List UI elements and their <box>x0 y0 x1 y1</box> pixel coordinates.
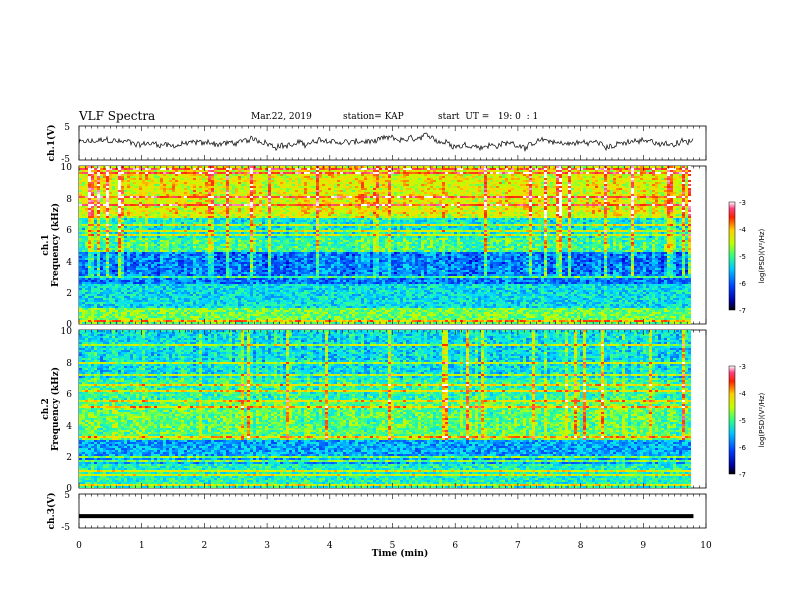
ch1-freq-tick-4: 4 <box>66 258 72 268</box>
ch3-ytick-top: 5 <box>64 491 70 501</box>
ch2-spectrogram-panel: 10 8 6 4 2 0 ch.2 Frequency (kHz) -3 -4 … <box>41 327 766 494</box>
ch1-cb-tick-minus3: -3 <box>739 199 746 207</box>
ch1-cb-tick-minus6: -6 <box>739 280 747 288</box>
time-tick-label-4: 4 <box>327 541 333 551</box>
ch2-spectrogram-image <box>79 330 691 488</box>
ch2-freq-tick-10: 10 <box>61 327 73 337</box>
ch1-cb-tick-minus5: -5 <box>739 253 746 261</box>
vlf-figure: 5 -5 ch.1(V) 10 8 6 4 2 0 ch.1 Frequency… <box>0 0 792 612</box>
ch1-waveform-ylabel: ch.1(V) <box>46 125 57 162</box>
time-tick-label-0: 0 <box>76 541 82 551</box>
ch2-cb-tick-minus5: -5 <box>739 417 746 425</box>
ch2-freq-tick-4: 4 <box>66 422 72 432</box>
ch1-freq-tick-6: 6 <box>66 226 72 236</box>
ch1-cb-tick-minus7: -7 <box>739 307 746 315</box>
ch1-frequency-label: Frequency (kHz) <box>50 203 61 287</box>
ch2-channel-label: ch.2 <box>41 398 51 419</box>
ch3-waveform-frame <box>79 494 706 528</box>
ch1-freq-tick-10: 10 <box>61 163 73 173</box>
ch2-cb-tick-minus6: -6 <box>739 444 747 452</box>
ch2-frequency-label: Frequency (kHz) <box>50 367 61 451</box>
time-axis-title: Time (min) <box>372 548 429 559</box>
time-tick-label-6: 6 <box>452 541 458 551</box>
time-tick-label-2: 2 <box>202 541 208 551</box>
ch1-channel-label: ch.1 <box>41 234 51 255</box>
time-tick-label-9: 9 <box>640 541 646 551</box>
ch2-cb-tick-minus4: -4 <box>739 390 747 398</box>
ch1-colorbar-label: log(PSD)(V²/Hz) <box>758 228 766 283</box>
ch1-spectrogram-image <box>79 166 691 324</box>
ch1-ytick-top: 5 <box>64 123 70 133</box>
ch2-colorbar <box>729 366 735 474</box>
ch1-freq-tick-8: 8 <box>66 195 72 205</box>
ch1-waveform-panel: 5 -5 ch.1(V) <box>46 123 706 165</box>
ch1-spectrogram-panel: 10 8 6 4 2 0 ch.1 Frequency (kHz) -3 -4 … <box>41 163 766 330</box>
ch1-cb-tick-minus4: -4 <box>739 226 747 234</box>
ch2-cb-tick-minus3: -3 <box>739 363 746 371</box>
ch2-freq-tick-8: 8 <box>66 359 72 369</box>
ch2-cb-tick-minus7: -7 <box>739 471 746 479</box>
ch1-freq-tick-2: 2 <box>66 289 72 299</box>
ch1-waveform-frame <box>79 126 706 160</box>
ch2-freq-tick-6: 6 <box>66 390 72 400</box>
time-tick-label-8: 8 <box>578 541 584 551</box>
ch1-colorbar <box>729 202 735 310</box>
time-tick-label-3: 3 <box>264 541 270 551</box>
ch3-ytick-bottom: -5 <box>61 523 70 533</box>
ch3-waveform-panel: 5 -5 ch.3(V) <box>46 491 706 533</box>
time-tick-label-1: 1 <box>139 541 145 551</box>
ch2-freq-tick-2: 2 <box>66 453 72 463</box>
ch3-waveform-ylabel: ch.3(V) <box>46 493 57 530</box>
ch2-colorbar-label: log(PSD)(V²/Hz) <box>758 392 766 447</box>
time-tick-label-7: 7 <box>515 541 521 551</box>
time-tick-label-10: 10 <box>700 541 712 551</box>
